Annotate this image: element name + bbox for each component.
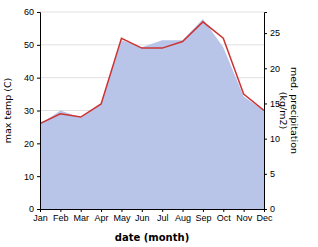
- grid-line: [40, 12, 264, 13]
- tick-label: 0: [29, 204, 34, 214]
- tick-mark: [37, 143, 40, 144]
- tick-label: Jul: [157, 213, 169, 223]
- tick-mark: [37, 111, 40, 112]
- x-axis: Jan Feb Mar Apr May Jun Jul Aug Sep Oct NovDec: [33, 209, 273, 223]
- tick: 5: [264, 169, 275, 179]
- line: [40, 22, 264, 124]
- tick-label: Mar: [73, 213, 89, 223]
- tick-label: Sep: [195, 213, 211, 223]
- axis-line: [41, 210, 265, 213]
- tick-mark: [264, 103, 267, 104]
- tick-mark: [162, 209, 163, 212]
- tick-mark: [60, 209, 61, 212]
- tick-label: 10: [24, 172, 34, 182]
- marks: [40, 19, 264, 209]
- tick-mark: [264, 33, 267, 34]
- y2-axis-title: med. precipitation(kg/m2): [278, 67, 300, 154]
- tick-mark: [264, 139, 267, 140]
- tick: Feb: [53, 209, 69, 223]
- axis-line: [37, 13, 41, 210]
- tick: 60: [24, 7, 40, 17]
- tick-label: 20: [24, 139, 34, 149]
- tick-mark: [264, 209, 267, 210]
- y2-axis-title-line: med. precipitation: [289, 67, 300, 154]
- tick-label: 30: [24, 106, 34, 116]
- tick-label: Feb: [53, 213, 69, 223]
- tick-label: Nov: [236, 213, 253, 223]
- tick-label: Aug: [175, 213, 191, 223]
- y-axis-title: max temp (C): [2, 78, 13, 144]
- tick-label: 50: [24, 40, 34, 50]
- y2-axis-title-line: (kg/m2): [278, 92, 289, 129]
- tick: 25: [264, 28, 280, 38]
- tick: 30: [24, 106, 40, 116]
- tick-label: Jan: [33, 213, 48, 223]
- tick-label: 40: [24, 73, 34, 83]
- tick: 0: [264, 204, 275, 214]
- tick: Jan: [33, 209, 48, 223]
- tick-mark: [142, 209, 143, 212]
- tick: Apr: [95, 209, 109, 223]
- tick-label: 5: [270, 169, 275, 179]
- tick-mark: [101, 209, 102, 212]
- tick-label: 20: [270, 64, 280, 74]
- tick-mark: [37, 176, 40, 177]
- tick: 0: [29, 204, 40, 214]
- tick-label: Dec: [256, 213, 273, 223]
- chart: JanFebMarAprMayJunJulAugSepOctNovDec0102…: [0, 0, 318, 247]
- tick: Mar: [73, 209, 89, 223]
- tick-label: 25: [270, 28, 280, 38]
- tick-label: Jun: [135, 213, 150, 223]
- tick-mark: [121, 209, 122, 212]
- tick: Sep: [195, 209, 211, 223]
- plot: JanFebMarAprMayJunJulAugSepOctNovDec0102…: [24, 7, 280, 223]
- tick: 20: [264, 64, 280, 74]
- tick-label: May: [113, 213, 131, 223]
- axis-line: [265, 13, 268, 210]
- tick: Oct: [217, 209, 232, 223]
- tick-mark: [264, 68, 267, 69]
- tick-mark: [37, 78, 40, 79]
- tick: May: [113, 209, 131, 223]
- tick-mark: [81, 209, 82, 212]
- tick: Jul: [157, 209, 169, 223]
- area: [40, 19, 264, 209]
- tick: 10: [24, 172, 40, 182]
- tick-mark: [264, 174, 267, 175]
- tick-mark: [203, 209, 204, 212]
- tick: 50: [24, 40, 40, 50]
- tick-label: 10: [270, 134, 280, 144]
- x-axis-title: date (month): [115, 232, 189, 243]
- tick: 10: [264, 134, 280, 144]
- tick-mark: [244, 209, 245, 212]
- tick: Aug: [175, 209, 191, 223]
- tick-mark: [37, 12, 40, 13]
- tick: 20: [24, 139, 40, 149]
- y-axis: 0 10 20 30 40 50 60: [24, 7, 41, 214]
- tick: Nov: [236, 209, 253, 223]
- tick: Jun: [135, 209, 150, 223]
- tick-label: 0: [270, 204, 275, 214]
- tick-label: 60: [24, 7, 34, 17]
- grid: [40, 12, 264, 209]
- tick-label: Apr: [95, 213, 109, 223]
- tick-mark: [183, 209, 184, 212]
- tick-label: Oct: [217, 213, 232, 223]
- tick-mark: [37, 209, 40, 210]
- tick-mark: [223, 209, 224, 212]
- tick: 40: [24, 73, 40, 83]
- tick-mark: [37, 45, 40, 46]
